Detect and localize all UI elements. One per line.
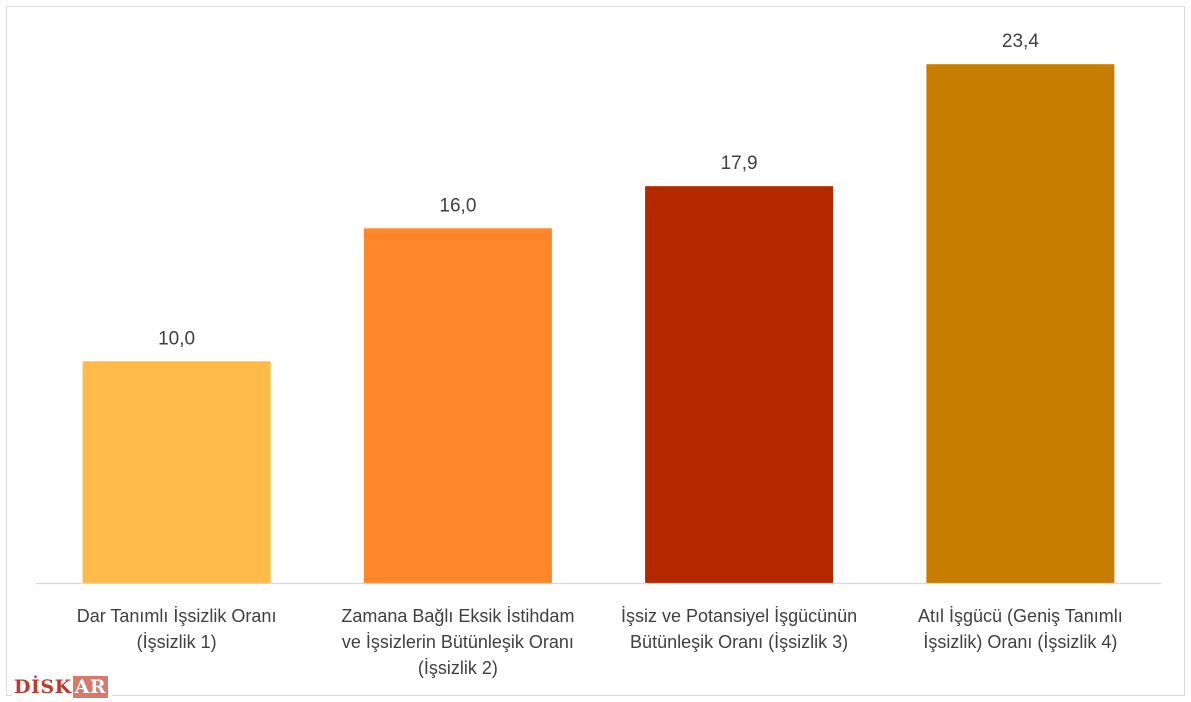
category-label-2-line-3: (İşsizlik 2) [418,658,498,678]
category-label-2-line-2: ve İşsizlerin Bütünleşik Oranı [342,632,574,652]
logo-text-main: DİSK [14,676,72,698]
bar-4 [926,64,1115,583]
category-label-4-line-1: Atıl İşgücü (Geniş Tanımlı [918,606,1123,626]
category-label-1-line-1: Dar Tanımlı İşsizlik Oranı [77,606,277,626]
bar-3 [645,186,834,583]
category-label-3-line-2: Bütünleşik Oranı (İşsizlik 3) [630,632,848,652]
data-label-4: 23,4 [1002,31,1039,52]
data-label-1: 10,0 [158,328,195,349]
category-label-1-line-2: (İşsizlik 1) [137,632,217,652]
category-label-3-line-1: İşsiz ve Potansiyel İşgücünün [621,606,857,626]
data-label-2: 16,0 [439,195,476,216]
bar-1 [82,361,271,583]
category-label-2-line-1: Zamana Bağlı Eksik İstihdam [341,606,574,626]
category-label-4-line-2: İşsizlik) Oranı (İşsizlik 4) [923,632,1117,652]
disk-ar-logo: DİSK AR [12,676,113,698]
data-label-3: 17,9 [721,153,758,174]
logo-text-tail: AR [72,676,109,698]
bar-2 [363,228,552,584]
